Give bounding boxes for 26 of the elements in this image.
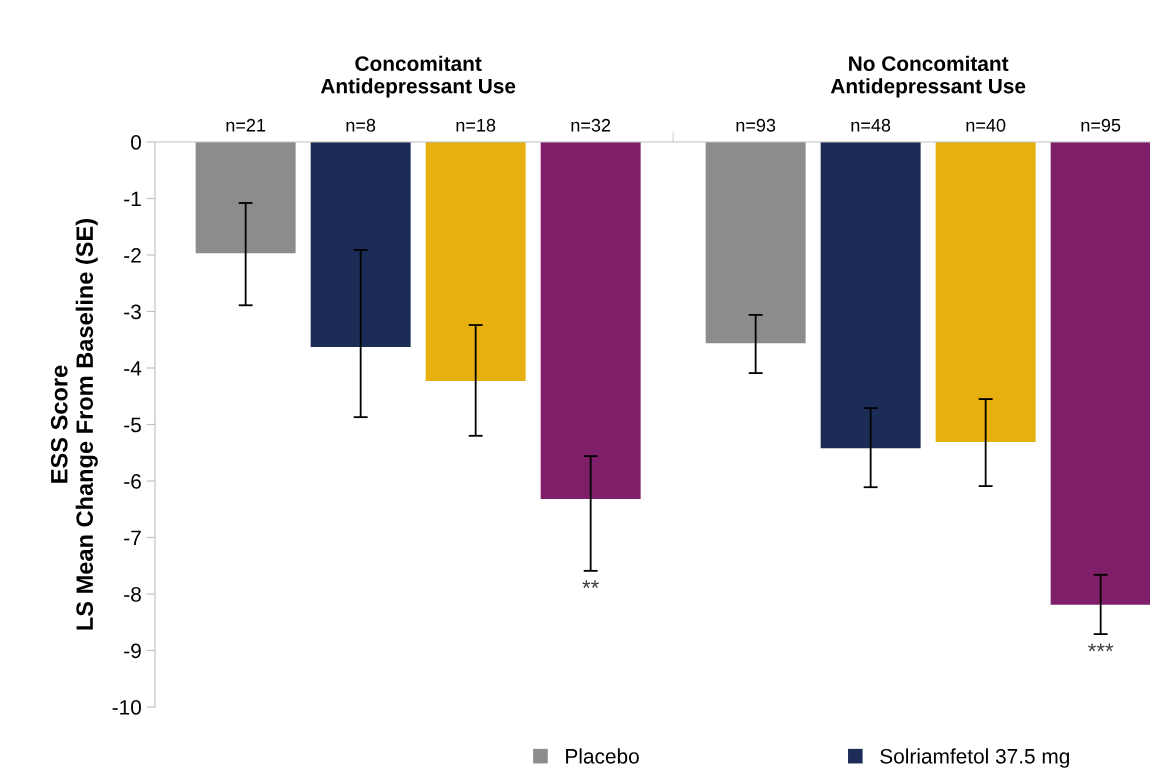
- text: n=32: [571, 118, 611, 132]
- text: n=95: [1081, 118, 1121, 132]
- y-axis-title: ESS Score LS Mean Change From Baseline (SE): [50, 219, 98, 630]
- legend-label: Solriamfetol 37.5 mg: [880, 748, 1069, 768]
- y-tick-label: -6: [124, 474, 141, 489]
- text: n=40: [966, 118, 1006, 132]
- y-tick-label: -4: [124, 361, 142, 376]
- y-tick-label: -8: [124, 587, 141, 602]
- annotation: **: [582, 580, 599, 588]
- x-tick-label: Concomitant Antidepressant Use: [320, 55, 516, 98]
- y-tick-label: 0: [131, 135, 141, 150]
- legend-label: Placebo: [566, 748, 639, 764]
- y-tick-label: -1: [124, 191, 141, 207]
- y-tick-label: -3: [124, 304, 141, 320]
- annotation: ***: [1088, 643, 1114, 652]
- y-tick-label: -10: [112, 700, 141, 715]
- text: n=48: [851, 118, 891, 132]
- y-tick-label: -2: [124, 248, 141, 263]
- text: n=21: [226, 118, 266, 132]
- y-tick-label: -5: [124, 417, 141, 433]
- text: n=8: [346, 118, 376, 132]
- y-tick-label: -9: [124, 643, 141, 659]
- text: n=18: [456, 118, 496, 132]
- x-tick-label: No Concomitant Antidepressant Use: [830, 55, 1026, 98]
- text: n=93: [736, 118, 776, 132]
- y-tick-label: -7: [124, 530, 141, 546]
